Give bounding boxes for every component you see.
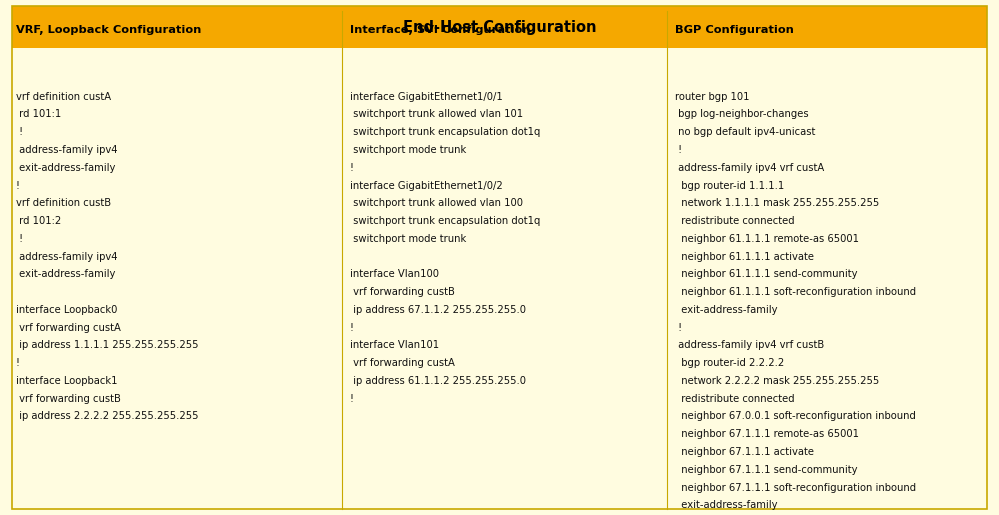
Text: vrf definition custB: vrf definition custB (16, 198, 111, 208)
Text: !: ! (16, 127, 23, 137)
Text: ip address 1.1.1.1 255.255.255.255: ip address 1.1.1.1 255.255.255.255 (16, 340, 199, 350)
Text: neighbor 61.1.1.1 send-community: neighbor 61.1.1.1 send-community (675, 269, 858, 279)
Text: network 2.2.2.2 mask 255.255.255.255: network 2.2.2.2 mask 255.255.255.255 (675, 376, 879, 386)
Text: exit-address-family: exit-address-family (16, 163, 115, 173)
Text: switchport trunk allowed vlan 100: switchport trunk allowed vlan 100 (350, 198, 522, 208)
Text: interface Loopback1: interface Loopback1 (16, 376, 118, 386)
Text: neighbor 67.1.1.1 activate: neighbor 67.1.1.1 activate (675, 447, 814, 457)
Text: BGP Configuration: BGP Configuration (675, 25, 794, 35)
Text: exit-address-family: exit-address-family (16, 269, 115, 279)
Text: ip address 2.2.2.2 255.255.255.255: ip address 2.2.2.2 255.255.255.255 (16, 411, 199, 421)
Text: neighbor 67.1.1.1 remote-as 65001: neighbor 67.1.1.1 remote-as 65001 (675, 430, 859, 439)
Text: bgp router-id 1.1.1.1: bgp router-id 1.1.1.1 (675, 180, 784, 191)
Text: address-family ipv4: address-family ipv4 (16, 145, 118, 155)
Text: !: ! (350, 393, 354, 404)
Text: exit-address-family: exit-address-family (675, 305, 778, 315)
Text: switchport trunk encapsulation dot1q: switchport trunk encapsulation dot1q (350, 216, 540, 226)
Text: !: ! (350, 163, 354, 173)
Text: neighbor 67.1.1.1 send-community: neighbor 67.1.1.1 send-community (675, 465, 858, 475)
Bar (12, 85, 987, 509)
Text: switchport mode trunk: switchport mode trunk (350, 234, 466, 244)
Text: rd 101:1: rd 101:1 (16, 109, 61, 119)
Text: address-family ipv4 vrf custA: address-family ipv4 vrf custA (675, 163, 824, 173)
Text: exit-address-family: exit-address-family (675, 501, 778, 510)
Text: !: ! (675, 145, 682, 155)
Text: vrf forwarding custB: vrf forwarding custB (350, 287, 455, 297)
Text: network 1.1.1.1 mask 255.255.255.255: network 1.1.1.1 mask 255.255.255.255 (675, 198, 879, 208)
Text: !: ! (16, 234, 23, 244)
Text: End-Host Configuration: End-Host Configuration (403, 20, 596, 35)
Text: neighbor 61.1.1.1 remote-as 65001: neighbor 61.1.1.1 remote-as 65001 (675, 234, 859, 244)
Text: vrf forwarding custA: vrf forwarding custA (350, 358, 455, 368)
Text: !: ! (675, 322, 682, 333)
Text: vrf definition custA: vrf definition custA (16, 92, 111, 101)
Bar (12, 6, 987, 48)
Text: ip address 61.1.1.2 255.255.255.0: ip address 61.1.1.2 255.255.255.0 (350, 376, 525, 386)
Text: interface Loopback0: interface Loopback0 (16, 305, 117, 315)
Text: rd 101:2: rd 101:2 (16, 216, 61, 226)
Text: !: ! (16, 358, 20, 368)
Text: no bgp default ipv4-unicast: no bgp default ipv4-unicast (675, 127, 816, 137)
Text: neighbor 61.1.1.1 activate: neighbor 61.1.1.1 activate (675, 252, 814, 262)
Text: neighbor 67.0.0.1 soft-reconfiguration inbound: neighbor 67.0.0.1 soft-reconfiguration i… (675, 411, 916, 421)
Text: interface Vlan100: interface Vlan100 (350, 269, 439, 279)
Text: VRF, Loopback Configuration: VRF, Loopback Configuration (16, 25, 202, 35)
Text: bgp router-id 2.2.2.2: bgp router-id 2.2.2.2 (675, 358, 784, 368)
Text: vrf forwarding custB: vrf forwarding custB (16, 393, 121, 404)
Text: switchport trunk allowed vlan 101: switchport trunk allowed vlan 101 (350, 109, 522, 119)
Text: neighbor 67.1.1.1 soft-reconfiguration inbound: neighbor 67.1.1.1 soft-reconfiguration i… (675, 483, 916, 492)
Text: Interface, SVI Configuration: Interface, SVI Configuration (350, 25, 530, 35)
Text: interface GigabitEthernet1/0/1: interface GigabitEthernet1/0/1 (350, 92, 502, 101)
Text: interface GigabitEthernet1/0/2: interface GigabitEthernet1/0/2 (350, 180, 502, 191)
Text: !: ! (350, 322, 354, 333)
Text: bgp log-neighbor-changes: bgp log-neighbor-changes (675, 109, 809, 119)
Text: !: ! (16, 180, 20, 191)
Text: ip address 67.1.1.2 255.255.255.0: ip address 67.1.1.2 255.255.255.0 (350, 305, 525, 315)
Text: neighbor 61.1.1.1 soft-reconfiguration inbound: neighbor 61.1.1.1 soft-reconfiguration i… (675, 287, 916, 297)
Text: switchport trunk encapsulation dot1q: switchport trunk encapsulation dot1q (350, 127, 540, 137)
Text: redistribute connected: redistribute connected (675, 393, 795, 404)
Text: address-family ipv4 vrf custB: address-family ipv4 vrf custB (675, 340, 824, 350)
Text: router bgp 101: router bgp 101 (675, 92, 750, 101)
Text: address-family ipv4: address-family ipv4 (16, 252, 118, 262)
Text: interface Vlan101: interface Vlan101 (350, 340, 439, 350)
Text: switchport mode trunk: switchport mode trunk (350, 145, 466, 155)
Text: vrf forwarding custA: vrf forwarding custA (16, 322, 121, 333)
Text: redistribute connected: redistribute connected (675, 216, 795, 226)
Bar (12, 11, 987, 48)
